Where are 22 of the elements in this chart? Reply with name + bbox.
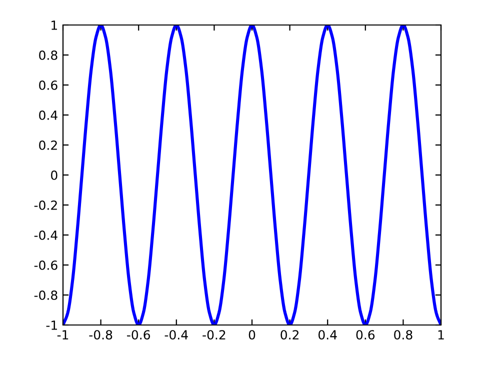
x-tick-label: 0.2 <box>280 330 298 340</box>
y-tick-label: 0.6 <box>39 80 58 90</box>
y-tick-label: 0.4 <box>39 110 58 120</box>
x-tick-label: -1 <box>57 330 68 340</box>
x-tick-label: -0.8 <box>89 330 112 340</box>
x-tick-label: 1 <box>438 330 444 340</box>
x-tick-label: -0.4 <box>164 330 188 340</box>
y-tick-label: 1 <box>52 20 57 30</box>
y-tick-label: -0.8 <box>34 290 58 300</box>
x-tick-label: 0.4 <box>318 330 337 340</box>
y-tick-label: -0.4 <box>34 230 58 240</box>
y-tick-label: 0 <box>51 170 58 180</box>
x-tick-label: 0.6 <box>356 330 375 340</box>
x-tick-label: 0 <box>248 330 256 340</box>
x-tick-label: -0.6 <box>127 330 150 340</box>
y-tick-label: 0.8 <box>39 50 58 60</box>
y-tick-label: -0.6 <box>34 260 58 270</box>
y-tick-label: -0.2 <box>34 200 57 210</box>
x-tick-label: 0.8 <box>394 330 412 340</box>
y-tick-label: 0.2 <box>39 140 57 150</box>
x-tick-label: -0.2 <box>202 330 226 340</box>
y-tick-label: -1 <box>46 320 57 330</box>
